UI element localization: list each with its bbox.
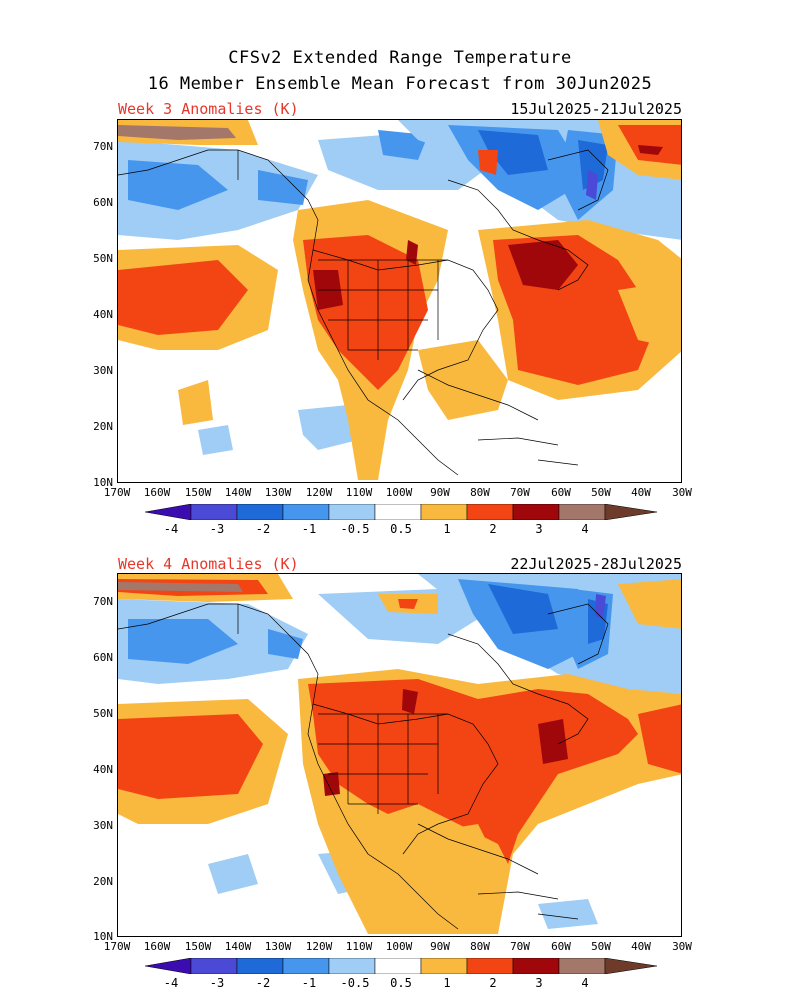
week3-lat-label: 10N bbox=[93, 476, 113, 489]
lon-label: 60W bbox=[551, 486, 571, 499]
title-line-2: 16 Member Ensemble Mean Forecast from 30… bbox=[147, 74, 653, 94]
colorbar-label: -4 bbox=[163, 522, 179, 536]
week4-map-svg bbox=[118, 574, 681, 934]
colorbar-label: 2 bbox=[489, 522, 497, 536]
lon-label: 40W bbox=[631, 940, 651, 953]
lon-label: 140W bbox=[224, 940, 252, 953]
week3-lon-labels: 170W 160W 150W 140W 130W 120W 110W 100W … bbox=[0, 486, 800, 500]
week3-colorbar-labels: -4 -3 -2 -1 -0.5 0.5 1 2 3 4 bbox=[0, 522, 800, 536]
colorbar-label: -1 bbox=[301, 976, 317, 990]
week4-lat-label: 10N bbox=[93, 930, 113, 943]
lon-label: 170W bbox=[103, 486, 131, 499]
lon-label: 160W bbox=[143, 940, 171, 953]
colorbar-label: 1 bbox=[443, 976, 451, 990]
lon-label: 50W bbox=[591, 940, 611, 953]
lon-label: 100W bbox=[385, 486, 413, 499]
lon-label: 150W bbox=[184, 486, 212, 499]
week4-panel-label: Week 4 Anomalies (K) bbox=[118, 555, 299, 573]
lon-label: 90W bbox=[430, 486, 450, 499]
colorbar-label: 4 bbox=[581, 522, 589, 536]
colorbar-label: -1 bbox=[301, 522, 317, 536]
week3-map bbox=[117, 119, 682, 483]
colorbar-label: -0.5 bbox=[340, 522, 370, 536]
week4-lat-label: 30N bbox=[93, 819, 113, 832]
lon-label: 170W bbox=[103, 940, 131, 953]
week3-coastlines bbox=[118, 149, 609, 476]
lon-label: 40W bbox=[631, 486, 651, 499]
week4-colorbar-labels: -4 -3 -2 -1 -0.5 0.5 1 2 3 4 bbox=[0, 976, 800, 990]
week4-lat-label: 60N bbox=[93, 651, 113, 664]
week3-warm-anomalies bbox=[118, 120, 681, 480]
colorbar-label: -3 bbox=[209, 522, 225, 536]
lon-label: 80W bbox=[470, 940, 490, 953]
colorbar-label: 3 bbox=[535, 976, 543, 990]
colorbar-label: 2 bbox=[489, 976, 497, 990]
colorbar-label: -4 bbox=[163, 976, 179, 990]
week3-lat-label: 40N bbox=[93, 308, 113, 321]
lon-label: 120W bbox=[305, 940, 333, 953]
colorbar-label: 0.5 bbox=[390, 976, 412, 990]
week3-lat-label: 60N bbox=[93, 196, 113, 209]
lon-label: 120W bbox=[305, 486, 333, 499]
week3-lat-label: 70N bbox=[93, 140, 113, 153]
week4-lat-label: 70N bbox=[93, 595, 113, 608]
colorbar-label: 4 bbox=[581, 976, 589, 990]
lon-label: 110W bbox=[345, 486, 373, 499]
lon-label: 160W bbox=[143, 486, 171, 499]
week3-map-svg bbox=[118, 120, 681, 480]
colorbar-label: -3 bbox=[209, 976, 225, 990]
week4-lat-label: 20N bbox=[93, 875, 113, 888]
lon-label: 130W bbox=[264, 940, 292, 953]
week4-warm-anomalies bbox=[118, 574, 681, 934]
lon-label: 140W bbox=[224, 486, 252, 499]
colorbar-label: -2 bbox=[255, 976, 271, 990]
week4-lon-labels: 170W 160W 150W 140W 130W 120W 110W 100W … bbox=[0, 940, 800, 954]
week3-colorbar bbox=[144, 503, 658, 521]
lon-label: 70W bbox=[510, 940, 530, 953]
lon-label: 70W bbox=[510, 486, 530, 499]
colorbar-label: 0.5 bbox=[390, 522, 412, 536]
lon-label: 80W bbox=[470, 486, 490, 499]
lon-label: 100W bbox=[385, 940, 413, 953]
lon-label: 150W bbox=[184, 940, 212, 953]
week3-panel-label: Week 3 Anomalies (K) bbox=[118, 100, 299, 118]
lon-label: 50W bbox=[591, 486, 611, 499]
title-line-1: CFSv2 Extended Range Temperature bbox=[228, 48, 572, 68]
colorbar-label: -0.5 bbox=[340, 976, 370, 990]
lon-label: 60W bbox=[551, 940, 571, 953]
week4-lat-label: 50N bbox=[93, 707, 113, 720]
lon-label: 90W bbox=[430, 940, 450, 953]
week4-coastlines bbox=[118, 603, 609, 930]
week3-lat-label: 30N bbox=[93, 364, 113, 377]
week3-lat-label: 20N bbox=[93, 420, 113, 433]
colorbar-label: 3 bbox=[535, 522, 543, 536]
colorbar-label: -2 bbox=[255, 522, 271, 536]
lon-label: 110W bbox=[345, 940, 373, 953]
week3-cool-anomalies bbox=[118, 120, 681, 455]
lon-label: 130W bbox=[264, 486, 292, 499]
week3-colorbar-svg bbox=[144, 503, 658, 521]
colorbar-label: 1 bbox=[443, 522, 451, 536]
week4-map bbox=[117, 573, 682, 937]
week3-lat-label: 50N bbox=[93, 252, 113, 265]
week4-colorbar-svg bbox=[144, 957, 658, 975]
week4-lat-label: 40N bbox=[93, 763, 113, 776]
lon-label: 30W bbox=[672, 486, 692, 499]
week4-colorbar bbox=[144, 957, 658, 975]
week4-panel-dates: 22Jul2025-28Jul2025 bbox=[510, 555, 682, 573]
week3-panel-dates: 15Jul2025-21Jul2025 bbox=[510, 100, 682, 118]
lon-label: 30W bbox=[672, 940, 692, 953]
